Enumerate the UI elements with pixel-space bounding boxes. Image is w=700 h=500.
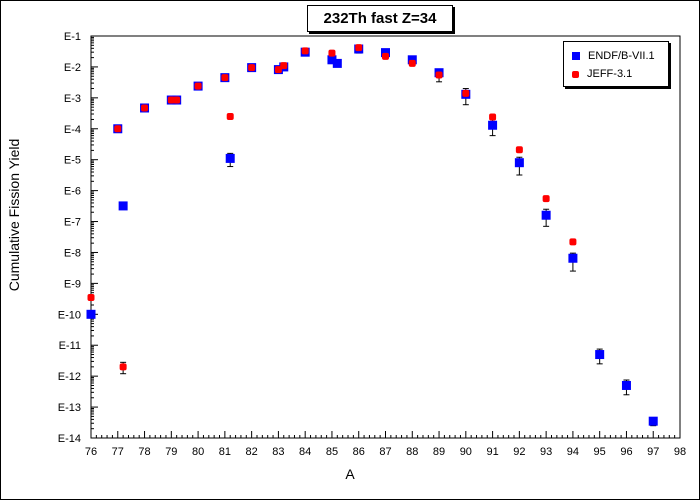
data-point [86, 309, 96, 319]
plot-area [90, 35, 681, 439]
y-tick-label: E-14 [58, 433, 81, 445]
legend-label: ENDF/B-VII.1 [588, 50, 655, 62]
data-point [226, 112, 234, 120]
y-tick-label: E-1 [64, 31, 81, 43]
data-point [118, 201, 128, 211]
data-point [173, 96, 181, 104]
data-point [119, 363, 127, 371]
data-point [87, 293, 95, 301]
data-point [542, 195, 550, 203]
x-tick-label: 96 [620, 446, 632, 458]
data-point [648, 416, 658, 426]
x-tick-label: 95 [594, 446, 606, 458]
x-tick-label: 90 [460, 446, 472, 458]
y-tick-label: E-8 [64, 247, 81, 259]
data-point [407, 55, 417, 65]
x-tick-label: 77 [112, 446, 124, 458]
data-point [381, 48, 390, 58]
data-point [569, 238, 577, 246]
x-tick-label: 83 [272, 446, 284, 458]
x-tick-label: 94 [567, 446, 579, 458]
data-point [167, 96, 175, 104]
data-point [408, 59, 416, 67]
legend-entry-endf: ENDF/B-VII.1 [572, 50, 655, 62]
x-tick-label: 89 [433, 446, 445, 458]
data-point [488, 120, 498, 130]
data-point [595, 350, 605, 360]
legend: ENDF/B-VII.1 JEFF-3.1 [563, 41, 669, 87]
y-tick-label: E-4 [64, 124, 81, 136]
x-tick-label: 93 [540, 446, 552, 458]
y-axis: E-1 E-2 E-3 E-4 E-5 E-6 E-7 E-8 E-9 E-10 E-11 E-12 E… [58, 31, 98, 445]
data-point [489, 113, 497, 121]
data-point [435, 71, 443, 79]
y-tick-label: E-3 [64, 93, 81, 105]
data-point [514, 158, 524, 168]
x-tick-label: 92 [513, 446, 525, 458]
data-point [225, 153, 235, 163]
x-tick-label: 82 [246, 446, 258, 458]
data-point [515, 146, 523, 154]
data-point [221, 74, 229, 82]
x-tick-label: 76 [85, 446, 97, 458]
data-point [541, 210, 551, 220]
data-point [462, 89, 470, 97]
x-tick-label: 91 [486, 446, 498, 458]
x-tick-label: 80 [192, 446, 204, 458]
data-point [274, 66, 282, 74]
x-axis: 76 77 78 79 80 81 82 83 84 85 86 87 88 89 90 91 92 93 94 95… [85, 431, 686, 458]
data-point [332, 58, 342, 68]
x-tick-label: 87 [379, 446, 391, 458]
y-tick-label: E-2 [64, 62, 81, 74]
y-tick-label: E-13 [58, 402, 81, 414]
data-point [194, 82, 202, 90]
data-point [382, 52, 389, 60]
y-tick-label: E-10 [58, 309, 81, 321]
plot-border [90, 35, 681, 439]
data-point [141, 104, 149, 112]
y-tick-label: E-12 [58, 371, 81, 383]
y-tick-label: E-5 [64, 155, 81, 167]
legend-swatch-square-icon [572, 52, 580, 60]
x-tick-label: 79 [165, 446, 177, 458]
y-tick-label: E-7 [64, 217, 81, 229]
series-jeff [87, 44, 577, 375]
legend-entry-jeff: JEFF-3.1 [572, 68, 632, 80]
data-point [328, 49, 336, 57]
x-tick-label: 97 [647, 446, 659, 458]
x-tick-label: 98 [674, 446, 686, 458]
data-point [621, 380, 631, 390]
y-tick-label: E-6 [64, 186, 81, 198]
series-layer [86, 44, 658, 427]
x-tick-label: 81 [219, 446, 231, 458]
x-tick-label: 84 [299, 446, 311, 458]
y-axis-label: Cumulative Fission Yield [6, 138, 22, 292]
data-point [248, 64, 256, 72]
x-tick-label: 85 [326, 446, 338, 458]
y-tick-label: E-9 [64, 278, 81, 290]
data-point [280, 62, 288, 70]
data-point [301, 47, 309, 55]
legend-label: JEFF-3.1 [587, 68, 633, 80]
y-tick-label: E-11 [59, 340, 81, 352]
x-tick-label: 88 [406, 446, 418, 458]
data-point [114, 125, 122, 133]
x-axis-label: A [345, 466, 355, 482]
data-point [327, 55, 337, 65]
legend-swatch-circle-icon [572, 70, 579, 78]
chart-title: 232Th fast Z=34 [307, 5, 453, 32]
data-point [355, 44, 363, 52]
x-tick-label: 78 [138, 446, 150, 458]
data-point [568, 253, 578, 263]
x-tick-label: 86 [353, 446, 365, 458]
